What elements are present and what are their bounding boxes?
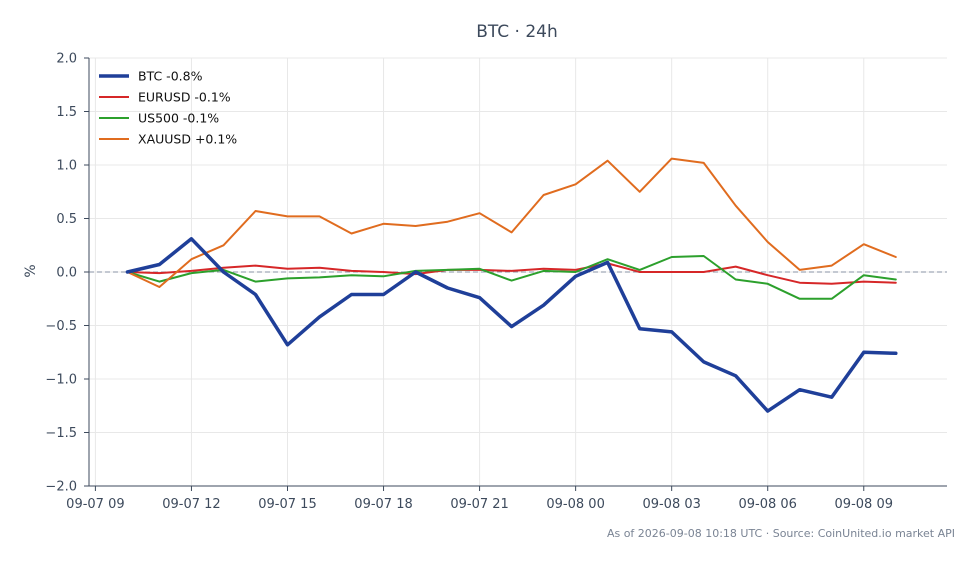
y-tick-label: −0.5: [45, 319, 77, 334]
y-axis-ticks: 2.0 1.5 1.0 0.5 0.0 −0.5 −1.0 −1.5 −2.0: [45, 52, 89, 495]
x-axis-ticks: 09-07 09 09-07 12 09-07 15 09-07 18 09-07 21…: [66, 486, 893, 512]
y-tick-label: 1.0: [56, 159, 77, 174]
x-tick-label: 09-07 09: [66, 497, 124, 512]
y-tick-label: 0.0: [56, 266, 77, 281]
legend: BTC -0.8% EURUSD -0.1% US500 -0.1% XAUUSD +…: [99, 69, 237, 147]
x-tick-label: 09-08 00: [546, 497, 604, 512]
y-tick-label: 1.5: [56, 105, 77, 120]
y-tick-label: 2.0: [56, 52, 77, 67]
series-line-us500: [126, 255, 897, 300]
x-tick-label: 09-07 12: [162, 497, 220, 512]
x-tick-label: 09-07 21: [450, 497, 508, 512]
legend-label: EURUSD -0.1%: [138, 90, 231, 105]
legend-label: BTC -0.8%: [138, 69, 203, 84]
y-axis-label: %: [23, 264, 39, 277]
legend-label: US500 -0.1%: [138, 111, 219, 126]
x-tick-label: 09-08 09: [835, 497, 893, 512]
chart-title: BTC · 24h: [476, 22, 558, 42]
series-layer: [125, 157, 898, 413]
x-tick-label: 09-08 03: [642, 497, 700, 512]
source-footer: As of 2026-09-08 10:18 UTC · Source: Coi…: [607, 527, 955, 540]
x-tick-label: 09-07 15: [258, 497, 316, 512]
series-line-xauusd: [126, 157, 897, 288]
y-tick-label: −2.0: [45, 480, 77, 495]
y-tick-label: 0.5: [56, 212, 77, 227]
y-tick-label: −1.5: [45, 426, 77, 441]
series-line-eurusd: [126, 262, 897, 285]
series-line-btc: [125, 237, 898, 413]
x-tick-label: 09-07 18: [354, 497, 412, 512]
x-tick-label: 09-08 06: [738, 497, 796, 512]
legend-label: XAUUSD +0.1%: [138, 132, 237, 147]
y-tick-label: −1.0: [45, 373, 77, 388]
